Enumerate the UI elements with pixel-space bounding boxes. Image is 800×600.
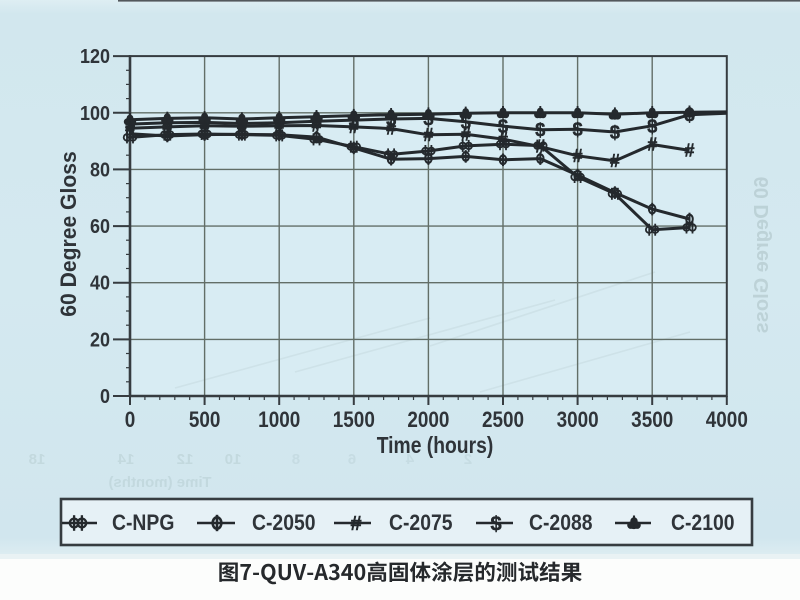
svg-text:18: 18 — [29, 451, 46, 468]
svg-text:$: $ — [647, 116, 657, 136]
svg-text:0: 0 — [125, 408, 136, 433]
svg-text:#: # — [684, 140, 694, 160]
svg-text:80: 80 — [90, 160, 110, 182]
svg-text:#: # — [498, 129, 508, 149]
svg-text:Time (months): Time (months) — [108, 474, 211, 491]
svg-text:#: # — [125, 118, 135, 138]
svg-text:#: # — [423, 125, 433, 145]
svg-text:60: 60 — [90, 216, 110, 238]
svg-text:#: # — [237, 116, 247, 136]
svg-text:2: 2 — [464, 451, 472, 468]
svg-text:2000: 2000 — [407, 408, 449, 433]
svg-text:8: 8 — [292, 451, 300, 468]
svg-text:$: $ — [535, 120, 545, 140]
svg-text:C-2075: C-2075 — [389, 511, 452, 535]
svg-text:$: $ — [490, 514, 501, 536]
svg-text:#: # — [349, 117, 359, 137]
svg-text:$: $ — [610, 123, 620, 143]
svg-text:C-2100: C-2100 — [671, 511, 734, 535]
svg-text:#: # — [200, 116, 210, 136]
svg-text:10: 10 — [225, 451, 242, 468]
svg-text:6: 6 — [348, 451, 356, 468]
svg-text:20: 20 — [90, 330, 110, 352]
svg-text:1000: 1000 — [258, 408, 300, 433]
svg-text:$: $ — [498, 117, 508, 137]
svg-text:#: # — [386, 119, 396, 139]
svg-text:3000: 3000 — [557, 408, 599, 433]
svg-text:Time (hours): Time (hours) — [377, 434, 494, 459]
svg-text:$: $ — [573, 120, 583, 140]
svg-text:$: $ — [461, 112, 471, 132]
svg-text:40: 40 — [90, 273, 110, 295]
svg-text:C-NPG: C-NPG — [112, 511, 174, 535]
svg-text:1500: 1500 — [333, 408, 375, 433]
svg-text:#: # — [535, 137, 545, 157]
svg-text:100: 100 — [80, 103, 110, 125]
svg-text:#: # — [647, 135, 657, 155]
svg-text:4: 4 — [405, 451, 414, 468]
svg-text:#: # — [461, 124, 471, 144]
svg-text:500: 500 — [189, 408, 221, 433]
svg-text:4000: 4000 — [706, 408, 748, 433]
svg-text:C-2050: C-2050 — [252, 511, 315, 535]
svg-text:#: # — [274, 116, 284, 136]
svg-text:#: # — [162, 117, 172, 137]
svg-text:0: 0 — [100, 386, 110, 408]
svg-text:3500: 3500 — [631, 408, 673, 433]
svg-text:#: # — [610, 151, 620, 171]
svg-text:120: 120 — [80, 46, 110, 68]
svg-text:60 Degree Gloss: 60 Degree Gloss — [751, 177, 773, 334]
svg-text:#: # — [350, 513, 361, 535]
svg-text:14: 14 — [117, 451, 134, 468]
svg-text:#: # — [573, 146, 583, 166]
svg-text:12: 12 — [177, 451, 194, 468]
svg-text:#: # — [311, 116, 321, 136]
svg-text:60 Degree Gloss: 60 Degree Gloss — [56, 151, 82, 316]
svg-text:2500: 2500 — [482, 408, 524, 433]
svg-text:C-2088: C-2088 — [529, 511, 592, 535]
